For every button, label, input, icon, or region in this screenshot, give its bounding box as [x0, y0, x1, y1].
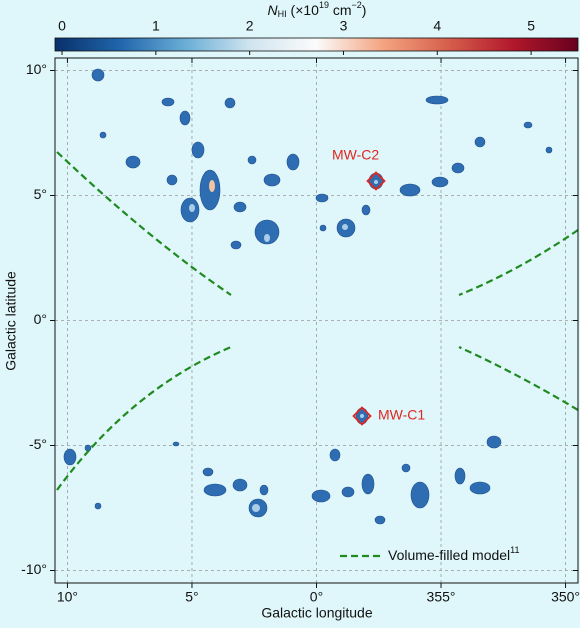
legend-text: Volume-filled model [388, 547, 510, 563]
label-part: HI [278, 9, 287, 19]
model-curve [56, 345, 232, 491]
x-tick-label: 10° [57, 589, 78, 605]
colorbar-label: NHI (×1019 cm−2) [268, 0, 367, 19]
colorbar-tick-label: 4 [433, 18, 441, 34]
y-axis-label: Galactic latitude [3, 271, 19, 371]
legend-ref: 11 [510, 545, 519, 555]
y-tick-label: 5° [34, 186, 47, 202]
model-curve [458, 229, 579, 297]
hi-clouds [63, 68, 553, 525]
annotation: MW-C2 [332, 147, 379, 163]
colorbar-tick-label: 3 [340, 18, 348, 34]
colorbar-tick-label: 0 [58, 18, 66, 34]
legend-label: Volume-filled model11 [388, 545, 520, 562]
cloud-marker [366, 171, 386, 191]
x-tick-label: 5° [185, 589, 198, 605]
x-tick-label: 0° [310, 589, 323, 605]
x-tick-label: 350° [551, 589, 580, 605]
cloud-marker [352, 406, 372, 426]
y-tick-label: 0° [34, 311, 47, 327]
y-tick-label: -5° [29, 436, 47, 452]
y-tick-label: 10° [26, 61, 47, 77]
model-curve [56, 151, 232, 296]
annotation: MW-C1 [378, 407, 425, 423]
colorbar [54, 37, 579, 52]
label-part: ) [362, 2, 367, 18]
y-tick-label: -10° [21, 561, 47, 577]
label-part: (×10 [287, 2, 320, 18]
colorbar-tick-label: 2 [246, 18, 254, 34]
model-curve [458, 346, 579, 411]
label-part: −2 [352, 0, 362, 10]
x-axis-label: Galactic longitude [261, 605, 373, 621]
colorbar-tick-label: 5 [527, 18, 535, 34]
label-part: cm [329, 2, 352, 18]
colorbar-tick-label: 1 [152, 18, 160, 34]
x-tick-label: 355° [427, 589, 456, 605]
label-part: 19 [319, 0, 329, 10]
label-part: N [268, 2, 279, 18]
